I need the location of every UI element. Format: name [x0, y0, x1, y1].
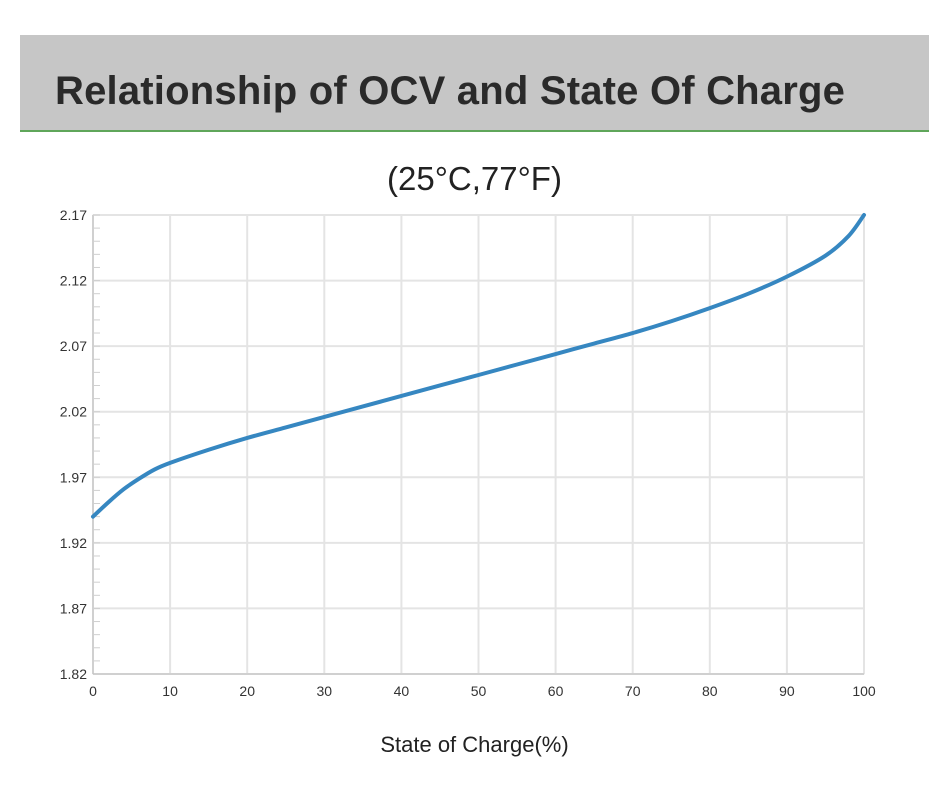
x-tick-label: 50: [471, 683, 487, 699]
y-tick-label: 2.02: [60, 404, 87, 420]
ocv-series-line: [91, 213, 866, 519]
x-tick-label: 40: [394, 683, 410, 699]
x-tick-label: 100: [852, 683, 876, 699]
y-tick-label: 2.17: [60, 207, 87, 223]
x-tick-label: 20: [239, 683, 255, 699]
y-tick-label: 1.92: [60, 535, 87, 551]
x-tick-label: 80: [702, 683, 718, 699]
chart-subtitle: (25°C,77°F): [387, 160, 562, 197]
x-tick-label: 10: [162, 683, 178, 699]
x-tick-label: 90: [779, 683, 795, 699]
y-tick-label: 2.07: [60, 338, 87, 354]
y-tick-label: 2.12: [60, 273, 87, 289]
y-tick-label: 1.97: [60, 469, 87, 485]
page-title: Relationship of OCV and State Of Charge: [55, 69, 846, 113]
title-banner: Relationship of OCV and State Of Charge: [20, 35, 929, 132]
x-axis-label: State of Charge(%): [380, 732, 569, 757]
y-tick-label: 1.87: [60, 600, 87, 616]
x-tick-label: 70: [625, 683, 641, 699]
y-tick-label: 1.82: [60, 666, 87, 682]
x-tick-label: 30: [317, 683, 333, 699]
x-tick-label: 0: [89, 683, 97, 699]
x-tick-label: 60: [548, 683, 564, 699]
